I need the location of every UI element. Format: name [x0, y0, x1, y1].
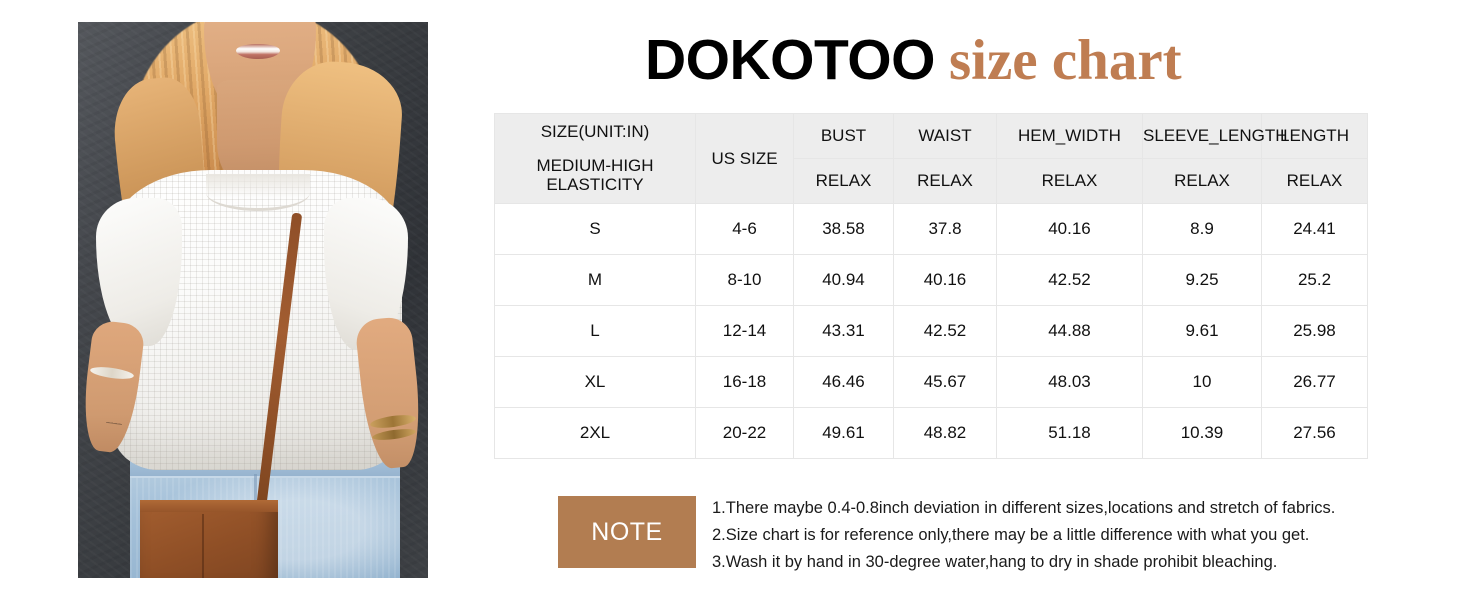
cell-waist: 42.52: [893, 305, 997, 357]
cell-bust: 40.94: [793, 254, 894, 306]
header-waist-relax: RELAX: [893, 158, 997, 204]
cell-length: 27.56: [1261, 407, 1368, 459]
cell-waist: 48.82: [893, 407, 997, 459]
cell-size: 2XL: [494, 407, 696, 459]
cell-sleeve-length: 8.9: [1142, 203, 1262, 255]
header-length-relax: RELAX: [1261, 158, 1368, 204]
cell-us-size: 16-18: [695, 356, 794, 408]
table-header: SIZE(UNIT:IN) MEDIUM-HIGH ELASTICITY US …: [494, 113, 1368, 204]
note-line-1: 1.There maybe 0.4-0.8inch deviation in d…: [712, 499, 1336, 517]
cell-hem-width: 48.03: [996, 356, 1143, 408]
cell-us-size: 12-14: [695, 305, 794, 357]
cell-bust: 46.46: [793, 356, 894, 408]
cell-hem-width: 40.16: [996, 203, 1143, 255]
header-row-relax: RELAX RELAX RELAX RELAX RELAX: [495, 158, 1368, 204]
cell-size: XL: [494, 356, 696, 408]
note-line-2: 2.Size chart is for reference only,there…: [712, 526, 1310, 544]
top-collar: [206, 174, 310, 211]
cell-us-size: 8-10: [695, 254, 794, 306]
title-suffix: size chart: [948, 29, 1182, 92]
note-text: 1.There maybe 0.4-0.8inch deviation in d…: [712, 495, 1372, 576]
table-row: XL 16-18 46.46 45.67 48.03 10 26.77: [494, 356, 1368, 408]
header-hem-width-relax: RELAX: [996, 158, 1143, 204]
header-length: LENGTH: [1261, 113, 1368, 159]
product-photo: [78, 22, 428, 578]
cell-sleeve-length: 10: [1142, 356, 1262, 408]
header-us-size: US SIZE: [695, 113, 794, 204]
cell-bust: 43.31: [793, 305, 894, 357]
table-row: L 12-14 43.31 42.52 44.88 9.61 25.98: [494, 305, 1368, 357]
model-lips: [236, 44, 280, 59]
cell-waist: 37.8: [893, 203, 997, 255]
note-line-3: 3.Wash it by hand in 30-degree water,han…: [712, 553, 1278, 571]
header-size-label: SIZE(UNIT:IN) MEDIUM-HIGH ELASTICITY: [494, 113, 696, 204]
table-row: M 8-10 40.94 40.16 42.52 9.25 25.2: [494, 254, 1368, 306]
cell-hem-width: 44.88: [996, 305, 1143, 357]
cell-us-size: 20-22: [695, 407, 794, 459]
cell-bust: 49.61: [793, 407, 894, 459]
header-hem-width: HEM_WIDTH: [996, 113, 1143, 159]
size-chart-table: SIZE(UNIT:IN) MEDIUM-HIGH ELASTICITY US …: [494, 113, 1368, 459]
cell-sleeve-length: 9.25: [1142, 254, 1262, 306]
cell-us-size: 4-6: [695, 203, 794, 255]
header-sleeve-length-relax: RELAX: [1142, 158, 1262, 204]
header-waist: WAIST: [893, 113, 997, 159]
bag-seam: [202, 514, 204, 578]
brand-name: DOKOTOO: [645, 28, 935, 92]
header-size-unit: SIZE(UNIT:IN): [540, 122, 650, 142]
cell-length: 24.41: [1261, 203, 1368, 255]
cell-sleeve-length: 10.39: [1142, 407, 1262, 459]
cell-length: 26.77: [1261, 356, 1368, 408]
header-sleeve-length: SLEEVE_LENGTH: [1142, 113, 1288, 159]
cell-hem-width: 42.52: [996, 254, 1143, 306]
cell-sleeve-length: 9.61: [1142, 305, 1262, 357]
page-title: DOKOTOO size chart: [645, 27, 1182, 93]
crossbody-bag: [140, 500, 278, 578]
table-row: 2XL 20-22 49.61 48.82 51.18 10.39 27.56: [494, 407, 1368, 459]
header-bust: BUST: [793, 113, 894, 159]
cell-length: 25.98: [1261, 305, 1368, 357]
cell-length: 25.2: [1261, 254, 1368, 306]
cell-hem-width: 51.18: [996, 407, 1143, 459]
cell-size: M: [494, 254, 696, 306]
note-badge: NOTE: [558, 496, 696, 568]
cell-waist: 40.16: [893, 254, 997, 306]
table-row: S 4-6 38.58 37.8 40.16 8.9 24.41: [494, 203, 1368, 255]
header-bust-relax: RELAX: [793, 158, 894, 204]
bag-flap: [140, 500, 278, 512]
cell-size: S: [494, 203, 696, 255]
header-elasticity: MEDIUM-HIGH ELASTICITY: [536, 155, 654, 195]
cell-bust: 38.58: [793, 203, 894, 255]
cell-size: L: [494, 305, 696, 357]
cell-waist: 45.67: [893, 356, 997, 408]
header-row-primary: SIZE(UNIT:IN) MEDIUM-HIGH ELASTICITY US …: [494, 113, 1368, 204]
table-body: S 4-6 38.58 37.8 40.16 8.9 24.41 M 8-10 …: [494, 203, 1368, 459]
